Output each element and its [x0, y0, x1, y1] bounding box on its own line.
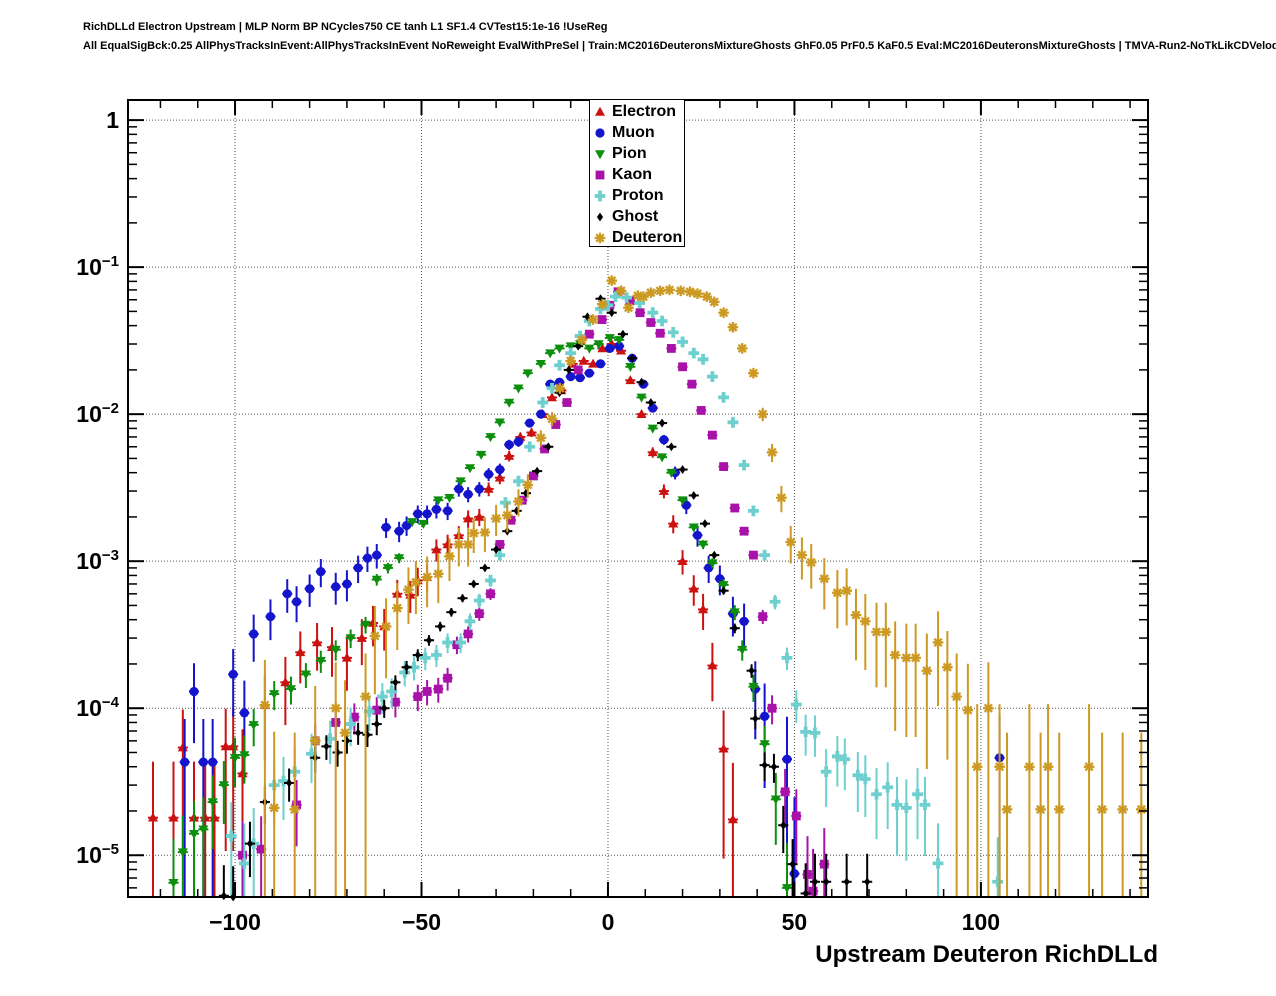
legend-item-muon: Muon: [590, 122, 684, 143]
plot-title-line2: All EqualSigBck:0.25 AllPhysTracksInEven…: [83, 40, 1276, 52]
svg-text:10−2: 10−2: [76, 400, 119, 427]
series-muon: [179, 341, 1005, 897]
svg-text:−50: −50: [402, 909, 441, 935]
legend-label: Muon: [612, 123, 655, 141]
legend-marker-circle-icon: [595, 127, 605, 138]
plot-title-line1: RichDLLd Electron Upstream | MLP Norm BP…: [83, 21, 608, 33]
legend-marker-triangle-up-icon: [595, 106, 605, 116]
legend-label: Deuteron: [612, 228, 683, 246]
axis-ticks: [128, 100, 1148, 897]
legend-item-deuteron: Deuteron: [590, 227, 684, 248]
legend-label: Kaon: [612, 165, 652, 183]
legend-label: Pion: [612, 144, 647, 162]
legend-marker-square-icon: [595, 170, 605, 179]
legend-item-kaon: Kaon: [590, 164, 684, 185]
svg-text:10−3: 10−3: [76, 547, 119, 574]
series-pion: [168, 334, 793, 897]
series-electron: [147, 338, 738, 897]
legend-item-ghost: Ghost: [590, 206, 684, 227]
svg-text:−100: −100: [209, 909, 261, 935]
x-axis-title: Upstream Deuteron RichDLLd: [815, 941, 1158, 968]
axis-tick-labels: −100 −50 0 50 100 1 10−1 10−2 10−3 10−4 10−5: [76, 107, 1000, 935]
svg-text:0: 0: [602, 909, 615, 935]
legend-label: Electron: [612, 102, 677, 120]
svg-text:10−4: 10−4: [76, 694, 119, 721]
legend-marker-diamond-small-icon: [596, 212, 604, 221]
legend-item-proton: Proton: [590, 185, 684, 206]
svg-text:1: 1: [106, 107, 119, 133]
svg-text:100: 100: [962, 909, 1000, 935]
legend-box: Electron Muon Pion Kaon Proton Ghost Deuteron: [589, 99, 685, 247]
svg-text:10−1: 10−1: [76, 253, 119, 280]
series-kaon: [237, 287, 830, 897]
legend-label: Proton: [612, 186, 664, 204]
series-deuteron: [259, 275, 1147, 897]
legend-marker-triangle-down-icon: [595, 149, 605, 159]
legend-item-pion: Pion: [590, 143, 684, 164]
svg-text:50: 50: [782, 909, 808, 935]
legend-label: Ghost: [612, 207, 659, 225]
legend-item-electron: Electron: [590, 101, 684, 122]
series-proton: [225, 291, 1004, 897]
legend-marker-cross-icon: [594, 190, 606, 201]
legend-marker-asterisk-icon: [594, 232, 606, 243]
svg-text:10−5: 10−5: [76, 841, 119, 868]
